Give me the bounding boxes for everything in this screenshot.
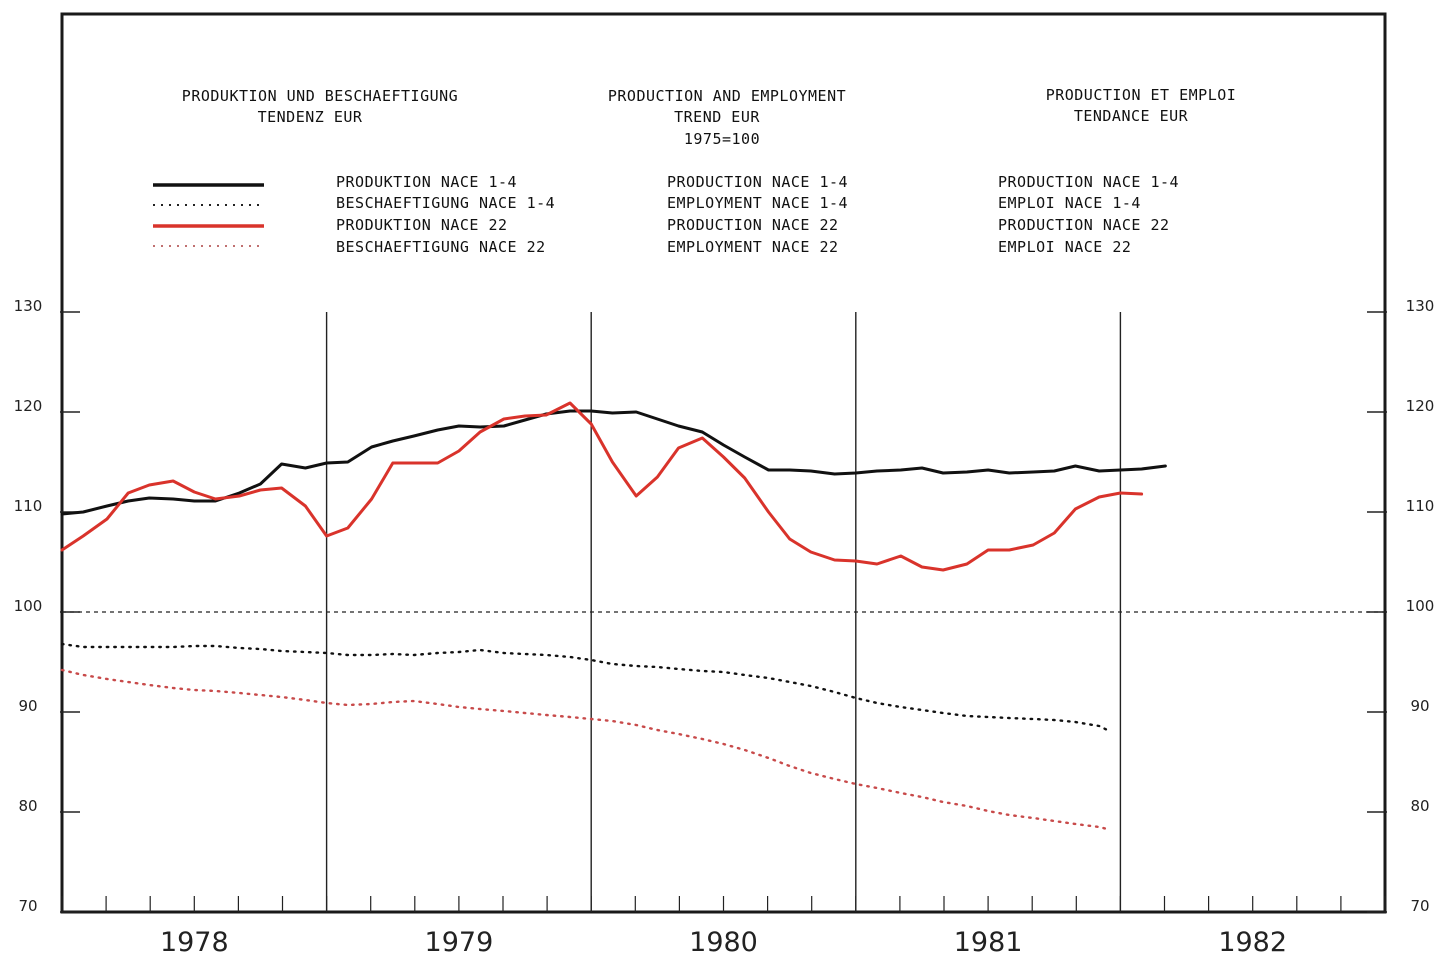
- series-employment-nace-22: [60, 668, 1109, 831]
- y-tick-label-left: 130: [14, 297, 43, 315]
- title-fr-line1: PRODUCTION ET EMPLOI: [1046, 86, 1237, 104]
- x-tick-label-1978: 1978: [160, 927, 229, 957]
- title-block-fr: PRODUCTION ET EMPLOI TENDANCE EUR: [1046, 86, 1237, 125]
- legend-label-en-3: EMPLOYMENT NACE 22: [667, 238, 839, 256]
- legend-label-fr-3: EMPLOI NACE 22: [998, 238, 1131, 256]
- y-tick-label-right: 90: [1410, 697, 1429, 715]
- legend: PRODUKTION NACE 1-4 BESCHAEFTIGUNG NACE …: [153, 173, 1179, 256]
- y-tick-label-left: 120: [14, 397, 43, 415]
- x-tick-label-1980: 1980: [689, 927, 758, 957]
- axes: 70 70 80 80 90 90 100 100 110 110 120 120 130 130 1978…: [14, 297, 1435, 957]
- title-en-line3: 1975=100: [684, 130, 760, 148]
- legend-label-de-3: BESCHAEFTIGUNG NACE 22: [336, 238, 546, 256]
- y-tick-label-left: 80: [18, 797, 37, 815]
- series-production-nace-1-4: [60, 409, 1167, 516]
- legend-label-de-2: PRODUKTION NACE 22: [336, 216, 508, 234]
- title-block-de: PRODUKTION UND BESCHAEFTIGUNG TENDENZ EU…: [182, 87, 458, 126]
- series-employment-nace-1-4: [60, 642, 1109, 732]
- x-tick-label-1981: 1981: [954, 927, 1023, 957]
- legend-label-de-1: BESCHAEFTIGUNG NACE 1-4: [336, 194, 555, 212]
- title-en-line2: TREND EUR: [674, 108, 760, 126]
- y-tick-label-right: 130: [1406, 297, 1435, 315]
- y-tick-label-right: 80: [1410, 797, 1429, 815]
- title-block-en: PRODUCTION AND EMPLOYMENT TREND EUR 1975…: [608, 87, 846, 148]
- title-fr-line2: TENDANCE EUR: [1074, 107, 1189, 125]
- series-layer: [60, 401, 1167, 831]
- y-tick-label-left: 70: [18, 897, 37, 915]
- series-production-nace-22: [60, 401, 1144, 572]
- x-tick-label-1979: 1979: [425, 927, 494, 957]
- y-tick-label-left: 90: [18, 697, 37, 715]
- y-tick-label-right: 110: [1406, 497, 1435, 515]
- legend-label-en-0: PRODUCTION NACE 1-4: [667, 173, 848, 191]
- plot-frame: [60, 12, 1387, 914]
- legend-label-fr-1: EMPLOI NACE 1-4: [998, 194, 1141, 212]
- legend-label-en-1: EMPLOYMENT NACE 1-4: [667, 194, 848, 212]
- legend-label-fr-2: PRODUCTION NACE 22: [998, 216, 1170, 234]
- title-en-line1: PRODUCTION AND EMPLOYMENT: [608, 87, 846, 105]
- y-tick-label-right: 70: [1410, 897, 1429, 915]
- legend-label-en-2: PRODUCTION NACE 22: [667, 216, 839, 234]
- title-de-line1: PRODUKTION UND BESCHAEFTIGUNG: [182, 87, 458, 105]
- title-de-line2: TENDENZ EUR: [258, 108, 363, 126]
- legend-label-de-0: PRODUKTION NACE 1-4: [336, 173, 517, 191]
- y-tick-label-right: 120: [1406, 397, 1435, 415]
- y-tick-label-left: 110: [14, 497, 43, 515]
- y-tick-label-right: 100: [1406, 597, 1435, 615]
- y-tick-label-left: 100: [14, 597, 43, 615]
- x-tick-label-1982: 1982: [1218, 927, 1287, 957]
- legend-label-fr-0: PRODUCTION NACE 1-4: [998, 173, 1179, 191]
